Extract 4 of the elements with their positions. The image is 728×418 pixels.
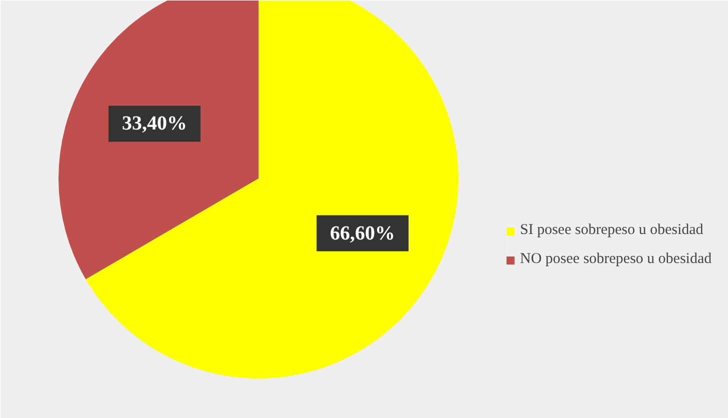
legend-label: NO posee sobrepeso u obesidad: [520, 251, 712, 268]
data-label: 33,40%: [122, 112, 187, 135]
data-label: 66,60%: [330, 222, 396, 244]
legend-label: SI posee sobrepeso u obesidad: [520, 222, 704, 239]
